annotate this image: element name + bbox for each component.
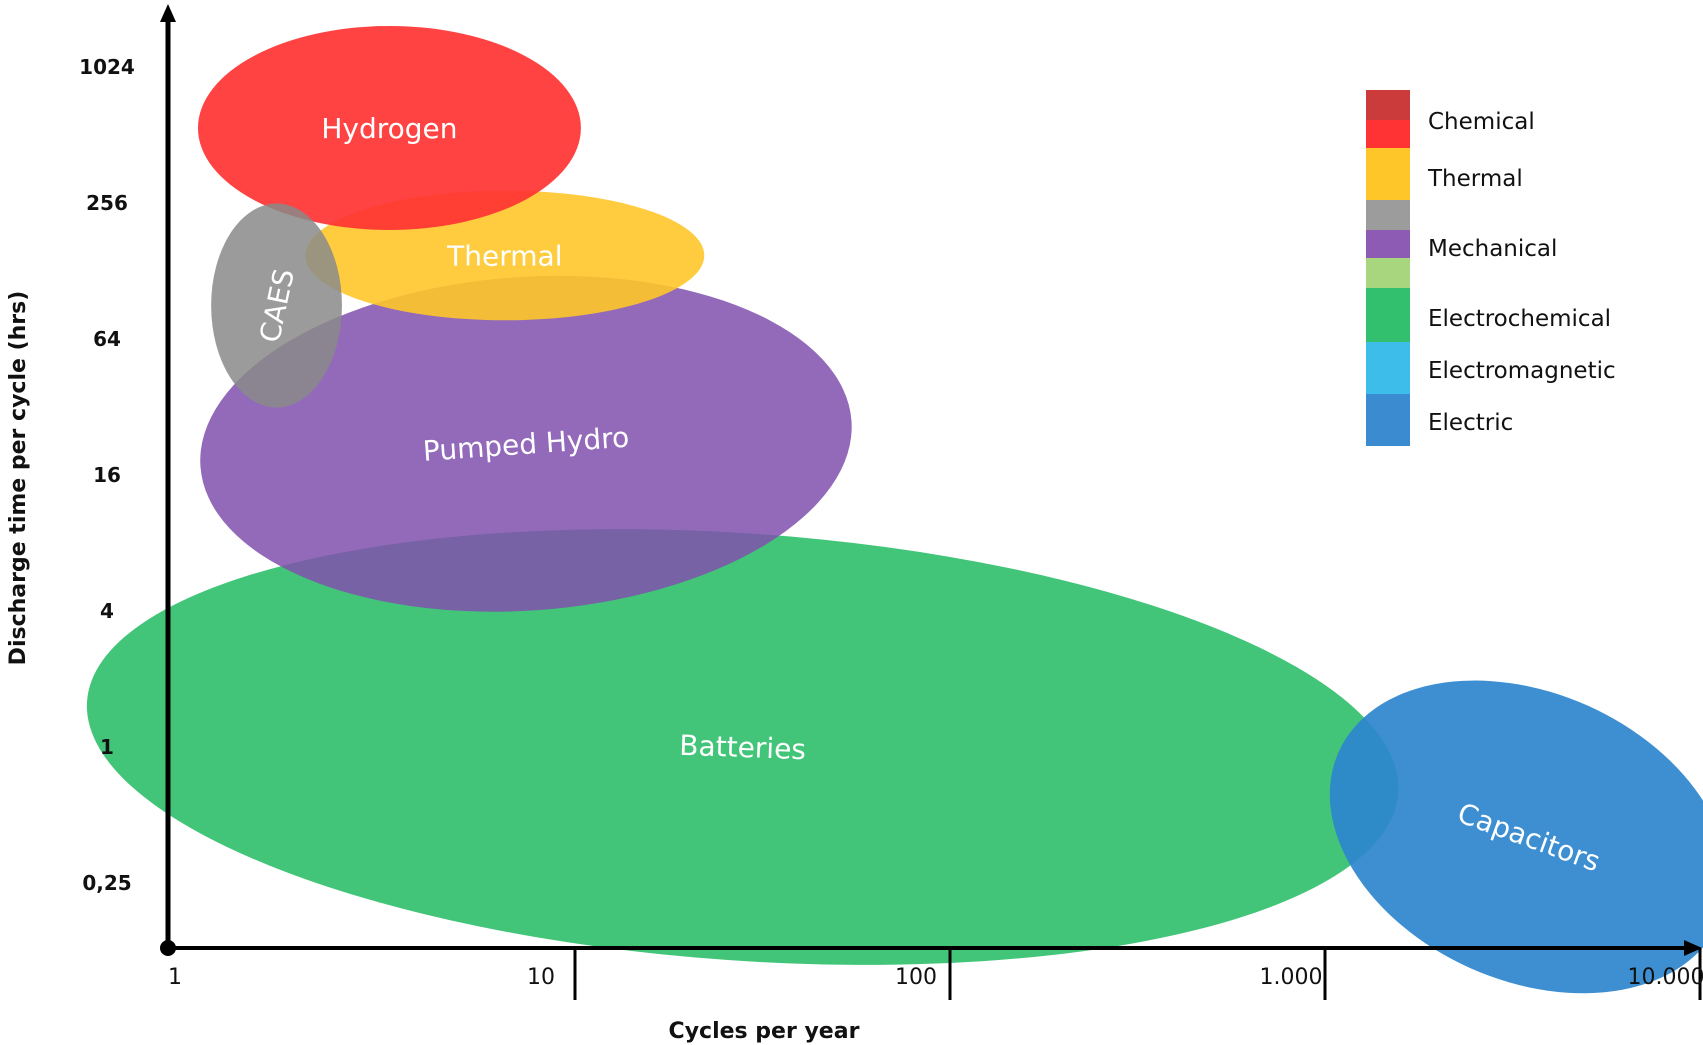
x-tick-label: 10.000: [1628, 965, 1703, 990]
y-tick-label: 64: [93, 327, 121, 351]
y-tick-label: 0,25: [82, 871, 131, 895]
x-tick-label: 1: [168, 965, 182, 990]
region-capacitors: [1329, 680, 1703, 994]
legend-label: Electromagnetic: [1428, 358, 1616, 384]
legend-swatch: [1366, 90, 1410, 120]
y-tick-label: 1: [100, 735, 114, 759]
legend-label: Electrochemical: [1428, 306, 1611, 332]
x-axis-label: Cycles per year: [669, 1019, 860, 1044]
region-pumped-hydro: [200, 275, 852, 612]
y-axis-arrow-icon: [160, 4, 176, 22]
region-batteries: [86, 529, 1399, 965]
regions-layer: [86, 25, 1703, 994]
legend-swatch: [1366, 288, 1410, 342]
legend-swatch: [1366, 148, 1410, 200]
y-tick-label: 4: [100, 599, 114, 623]
y-tick-label: 256: [86, 191, 128, 215]
legend-swatch: [1366, 200, 1410, 230]
legend-label: Thermal: [1427, 166, 1523, 192]
y-ticks-layer: 0,25 1 4 16 64 256 1024: [79, 55, 135, 895]
region-label-batteries: Batteries: [679, 729, 807, 766]
legend-label: Electric: [1428, 410, 1513, 436]
origin-dot-icon: [160, 940, 176, 956]
legend-swatch: [1366, 120, 1410, 148]
legend-label: Chemical: [1428, 109, 1535, 135]
legend-swatch: [1366, 258, 1410, 288]
legend-swatch: [1366, 342, 1410, 394]
legend: Chemical Thermal Mechanical Electrochemical…: [1366, 90, 1616, 446]
region-label-hydrogen: Hydrogen: [321, 112, 457, 145]
region-hydrogen: [197, 25, 581, 230]
x-tick-label: 1.000: [1260, 965, 1323, 990]
y-tick-label: 1024: [79, 55, 135, 79]
legend-swatch: [1366, 394, 1410, 446]
legend-swatch: [1366, 230, 1410, 258]
region-caes: [211, 203, 342, 408]
region-label-thermal: Thermal: [446, 239, 562, 272]
x-tick-label: 10: [527, 965, 555, 990]
x-ticks-layer: 1 10 100 1.000 10.000: [168, 948, 1703, 1000]
axes-layer: [160, 4, 1702, 956]
x-tick-label: 100: [895, 965, 937, 990]
y-axis-label: Discharge time per cycle (hrs): [6, 291, 31, 666]
y-tick-label: 16: [93, 463, 121, 487]
legend-label: Mechanical: [1428, 236, 1557, 262]
x-axis-arrow-icon: [1684, 940, 1702, 956]
